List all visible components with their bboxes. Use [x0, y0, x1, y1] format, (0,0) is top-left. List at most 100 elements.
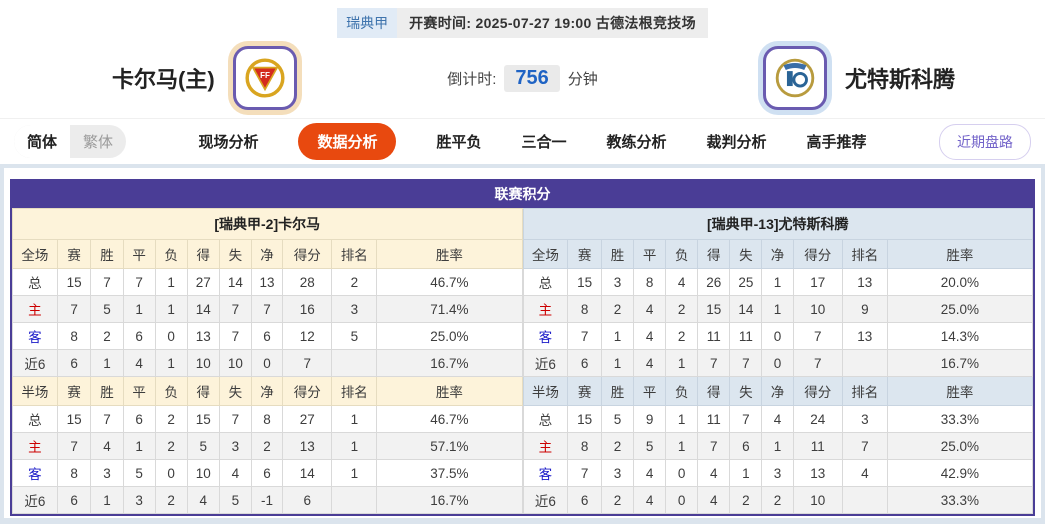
stat-cell: 2: [729, 486, 763, 514]
home-full-rows: 总 15 7 7 1 27 14 13 28 2 46.7% 主 7 5 1 1 14 7 7 16 3 71.4% 客 8 2…: [12, 268, 523, 377]
column-header: 得: [186, 239, 220, 269]
kickoff-info: 开赛时间: 2025-07-27 19:00 古德法根竞技场: [397, 8, 708, 38]
stat-cell: 4: [90, 432, 124, 460]
row-label: 总: [12, 268, 58, 296]
column-header: 胜: [600, 239, 635, 269]
stat-cell: 7: [281, 349, 333, 377]
stat-cell: 15: [186, 405, 220, 433]
stat-cell: 5: [633, 432, 667, 460]
row-label: 近6: [522, 349, 569, 377]
row-label: 总: [522, 268, 569, 296]
stat-cell: 57.1%: [376, 432, 523, 460]
home-section-title: [瑞典甲-2]卡尔马: [12, 208, 523, 240]
tab-data-analysis[interactable]: 数据分析: [298, 123, 397, 160]
stat-cell: 13: [281, 432, 333, 460]
recent-odds-button[interactable]: 近期盘路: [939, 123, 1031, 160]
home-team: 卡尔马(主) FF: [112, 46, 297, 110]
analysis-nav: 简体 繁体 现场分析 数据分析 胜平负 三合一 教练分析 裁判分析 高手推荐 近…: [0, 118, 1045, 164]
stat-cell: 5: [600, 405, 635, 433]
stat-cell: 0: [250, 349, 284, 377]
table-row: 近6 6 1 4 1 7 7 0 7 16.7%: [522, 349, 1034, 377]
column-header: 得分: [792, 376, 843, 406]
stat-cell: 25.0%: [886, 432, 1034, 460]
stat-cell: 15: [697, 295, 731, 323]
table-row: 主 7 5 1 1 14 7 7 16 3 71.4%: [12, 295, 523, 323]
home-team-logo: FF: [232, 46, 297, 110]
league-badge[interactable]: 瑞典甲: [337, 8, 398, 38]
tab-live-analysis[interactable]: 现场分析: [198, 134, 259, 151]
tab-expert-picks[interactable]: 高手推荐: [806, 134, 867, 151]
table-row: 总 15 3 8 4 26 25 1 17 13 20.0%: [522, 268, 1034, 296]
column-header: 平: [633, 376, 667, 406]
stat-cell: 7: [729, 349, 763, 377]
table-row: 近6 6 2 4 0 4 2 2 10 33.3%: [522, 486, 1034, 514]
countdown-unit: 分钟: [567, 70, 598, 88]
kickoff-bar: 瑞典甲 开赛时间: 2025-07-27 19:00 古德法根竞技场: [0, 0, 1045, 38]
column-header: 排名: [331, 376, 378, 406]
tab-coach-analysis[interactable]: 教练分析: [606, 134, 667, 151]
stat-cell: 0: [154, 459, 188, 487]
stat-cell: 4: [218, 459, 252, 487]
stat-cell: 10: [218, 349, 252, 377]
svg-text:FF: FF: [260, 71, 270, 80]
stat-cell: 25: [729, 268, 763, 296]
stat-cell: 27: [186, 268, 220, 296]
stat-cell: 11: [697, 322, 731, 350]
column-header: 胜: [600, 376, 635, 406]
column-header: 赛: [56, 376, 92, 406]
tab-three-in-one[interactable]: 三合一: [521, 134, 567, 151]
stat-cell: 1: [122, 432, 156, 460]
column-header: 净: [250, 239, 284, 269]
nav-tabs: 现场分析 数据分析 胜平负 三合一 教练分析 裁判分析 高手推荐: [126, 123, 939, 160]
stat-cell: 1: [600, 322, 635, 350]
stat-cell: 6: [56, 349, 92, 377]
table-row: 总 15 7 6 2 15 7 8 27 1 46.7%: [12, 405, 523, 433]
stat-cell: 7: [697, 349, 731, 377]
stat-cell: 4: [841, 459, 888, 487]
stat-cell: 6: [729, 432, 763, 460]
column-header: 胜: [90, 376, 124, 406]
stat-cell: 37.5%: [376, 459, 523, 487]
column-header: 得: [697, 239, 731, 269]
stat-cell: 1: [761, 268, 794, 296]
stat-cell: 7: [567, 459, 602, 487]
content-area: 联赛积分 [瑞典甲-2]卡尔马 全场赛胜平负得失净得分 排名 胜率 总 15 7 7 1 27…: [0, 164, 1045, 524]
stat-cell: 15: [56, 268, 92, 296]
stat-cell: 3: [600, 459, 635, 487]
stat-cell: 7: [56, 432, 92, 460]
stat-cell: 4: [633, 322, 667, 350]
stat-cell: 6: [250, 322, 284, 350]
row-label: 客: [522, 459, 569, 487]
lang-simplified[interactable]: 简体: [14, 125, 71, 158]
lang-traditional[interactable]: 繁体: [83, 134, 114, 151]
stat-cell: 7: [90, 268, 124, 296]
stat-cell: 13: [792, 459, 843, 487]
stat-cell: 15: [56, 405, 92, 433]
stat-cell: 13: [841, 268, 888, 296]
stat-cell: 2: [665, 295, 699, 323]
stat-cell: 14: [218, 268, 252, 296]
column-header: 负: [665, 239, 699, 269]
tab-win-draw-lose[interactable]: 胜平负: [436, 134, 482, 151]
stats-tables: [瑞典甲-2]卡尔马 全场赛胜平负得失净得分 排名 胜率 总 15 7 7 1 27 14 13 2…: [12, 208, 1034, 514]
stat-cell: 5: [331, 322, 378, 350]
match-header: 瑞典甲 开赛时间: 2025-07-27 19:00 古德法根竞技场 卡尔马(主…: [0, 0, 1045, 118]
stat-cell: 1: [331, 459, 378, 487]
stat-cell: 5: [122, 459, 156, 487]
stat-cell: 1: [665, 405, 699, 433]
stat-cell: 4: [186, 486, 220, 514]
table-row: 客 7 3 4 0 4 1 3 13 4 42.9%: [522, 459, 1034, 487]
stat-cell: 13: [250, 268, 284, 296]
column-header: 全场: [522, 239, 569, 269]
stat-cell: 11: [792, 432, 843, 460]
stat-cell: 1: [331, 405, 378, 433]
tab-referee-analysis[interactable]: 裁判分析: [706, 134, 767, 151]
language-toggle[interactable]: 简体 繁体: [14, 125, 127, 158]
stat-cell: 12: [281, 322, 333, 350]
stat-cell: 6: [122, 322, 156, 350]
league-points-panel: 联赛积分 [瑞典甲-2]卡尔马 全场赛胜平负得失净得分 排名 胜率 总 15 7 7 1 27…: [10, 179, 1035, 516]
stat-cell: 11: [697, 405, 731, 433]
stat-cell: 24: [792, 405, 843, 433]
stat-cell: [331, 486, 378, 514]
stat-cell: 6: [122, 405, 156, 433]
